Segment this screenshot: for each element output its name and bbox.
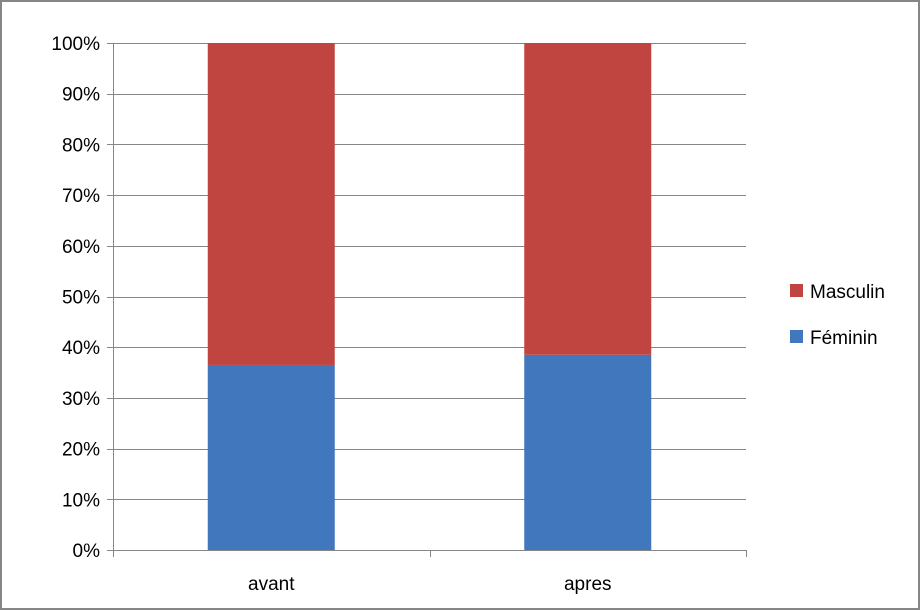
y-tick-label: 30%: [62, 389, 100, 410]
y-tick-label: 70%: [62, 186, 100, 207]
bar-avant-féminin: [207, 364, 335, 550]
legend-label: Masculin: [810, 282, 885, 303]
legend-label: Féminin: [810, 328, 878, 349]
bar-avant-masculin: [207, 43, 335, 365]
y-tick-label: 90%: [62, 85, 100, 106]
y-tick-label: 60%: [62, 237, 100, 258]
y-tick-label: 80%: [62, 135, 100, 156]
legend-swatch: [790, 330, 803, 343]
x-tick-labels: avant apres: [248, 574, 612, 595]
legend-swatch: [790, 284, 803, 297]
y-tick-label: 0%: [73, 541, 101, 562]
y-tick-label: 50%: [62, 288, 100, 309]
legend: Masculin Féminin: [790, 282, 885, 349]
y-tick-label: 10%: [62, 490, 100, 511]
axes: [107, 43, 747, 557]
bars: [207, 43, 652, 550]
y-tick-labels: 0% 10% 20% 30% 40% 50% 60% 70% 80% 90% 100%: [51, 34, 100, 562]
x-tick-label: apres: [564, 574, 612, 595]
y-tick-label: 40%: [62, 338, 100, 359]
bar-apres-masculin: [524, 43, 652, 355]
y-tick-label: 20%: [62, 440, 100, 461]
y-tick-label: 100%: [51, 34, 100, 55]
bar-apres-féminin: [524, 354, 652, 550]
x-tick-label: avant: [248, 574, 295, 595]
